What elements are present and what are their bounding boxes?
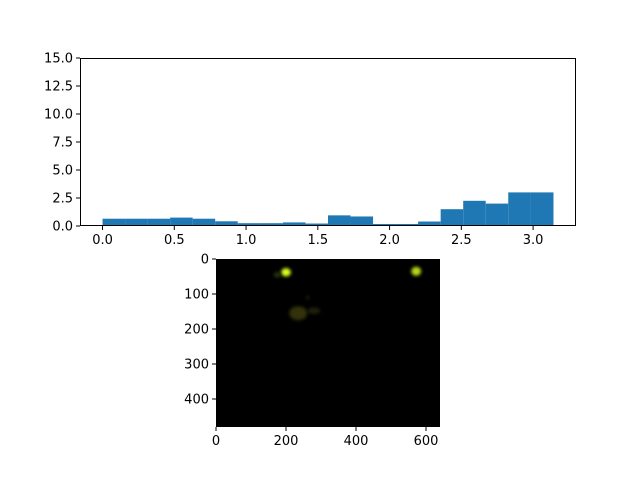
image-y-tick-label: 0 [201,253,209,268]
histogram-x-tick-label: 0.5 [164,233,185,248]
histogram-bar [440,209,464,226]
image-blob [273,271,281,278]
image-y-tick-label: 200 [184,323,209,338]
histogram-x-tick-label: 1.0 [236,233,257,248]
histogram-bar [260,223,283,226]
histogram-bar [192,218,216,226]
histogram-bar [373,223,396,226]
histogram-y-tick-label: 12.5 [44,80,73,95]
histogram-x-tick-label: 3.0 [523,233,544,248]
histogram-bar [305,223,328,226]
image-y-axis: 0 100 200 300 400 [184,253,216,408]
histogram-bar [237,223,261,226]
histogram-bar [282,222,306,226]
image-blob [281,268,291,277]
histogram-bar [463,200,486,226]
image-chart: 0 200 400 600 0 100 200 300 400 [184,253,440,449]
histogram-bar [418,221,441,226]
histogram-axes-frame [80,58,576,226]
histogram-x-tick-label: 1.5 [307,233,328,248]
histogram-y-tick-label: 10.0 [44,108,73,123]
histogram-bars [102,192,554,226]
image-blob [305,295,310,300]
histogram-chart: 0.0 0.5 1.0 1.5 2.0 2.5 3.0 0.0 2.5 5.0 7.5 10.0 12… [44,52,576,248]
image-x-axis: 0 200 400 600 [212,427,439,449]
histogram-x-tick-label: 0.0 [92,233,113,248]
image-blob [289,306,308,321]
image-blobs [273,266,422,321]
histogram-bar [170,217,193,226]
histogram-plot-area [80,58,576,226]
image-y-tick-label: 100 [184,288,209,303]
histogram-bar [215,221,238,226]
histogram-y-axis: 0.0 2.5 5.0 7.5 10.0 12.5 15.0 [44,52,80,235]
histogram-x-axis: 0.0 0.5 1.0 1.5 2.0 2.5 3.0 [92,226,543,248]
histogram-x-tick-label: 2.0 [379,233,400,248]
histogram-bar [102,218,126,226]
histogram-bar [350,216,374,226]
histogram-bar [395,223,419,226]
image-background [216,259,440,427]
image-y-tick-label: 300 [184,358,209,373]
image-x-tick-label: 600 [414,434,439,449]
image-y-tick-label: 400 [184,393,209,408]
histogram-bar [485,203,509,226]
histogram-bar [147,218,171,226]
image-axes-frame [216,259,440,427]
histogram-bar [508,192,531,226]
image-x-tick-label: 400 [344,434,369,449]
image-blob [307,307,321,315]
histogram-x-tick-label: 2.5 [451,233,472,248]
histogram-y-tick-label: 2.5 [52,192,73,207]
histogram-y-tick-label: 7.5 [52,136,73,151]
histogram-bar [125,218,148,226]
histogram-bar [328,215,351,226]
histogram-bar [530,192,554,226]
histogram-y-tick-label: 0.0 [52,220,73,235]
image-x-tick-label: 200 [274,434,299,449]
histogram-y-tick-label: 15.0 [44,52,73,67]
image-blob [411,266,422,276]
image-x-tick-label: 0 [212,434,220,449]
histogram-y-tick-label: 5.0 [52,164,73,179]
